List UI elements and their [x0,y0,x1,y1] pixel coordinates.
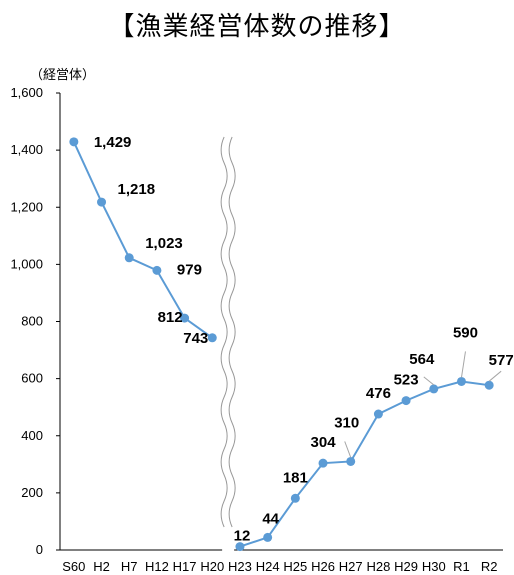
data-point [69,137,79,147]
x-tick-label: H25 [283,559,307,574]
axis-break [220,136,236,552]
series-line [239,380,490,548]
data-point [97,197,107,207]
data-point [180,313,190,323]
data-point [373,409,383,419]
x-tick-label: H12 [145,559,169,574]
x-tick-label: H28 [366,559,390,574]
data-label: 1,023 [145,235,183,252]
x-tick-label: H27 [339,559,363,574]
data-label: 979 [177,261,202,278]
data-point [346,456,356,466]
y-tick-label: 200 [21,485,43,500]
data-point [235,542,245,552]
axes [56,92,503,551]
data-point [456,376,466,386]
chart-title: 【漁業経営体数の推移】 [108,12,406,42]
x-tick-label: H20 [200,559,224,574]
data-point [152,265,162,275]
series-line [72,141,213,339]
data-point [484,380,494,390]
x-tick-label: H26 [311,559,335,574]
data-label: 743 [183,330,208,347]
data-label: 564 [409,351,435,368]
data-label: 304 [311,434,337,451]
tick-labels: 0 200 400 600 800 1,000 1,200 1,400 1,600 S60 H2 H7… [10,85,497,574]
x-tick-label: H17 [173,559,197,574]
data-point [429,384,439,394]
data-point [318,458,328,468]
x-tick-label: H7 [121,559,138,574]
x-tick-label: R2 [481,559,498,574]
y-tick-label: 800 [21,314,43,329]
y-tick-label: 1,400 [10,142,43,157]
x-tick-label: H24 [256,559,280,574]
x-tick-label: R1 [453,559,470,574]
y-tick-label: 400 [21,428,43,443]
series [69,137,494,552]
leader-line [488,370,502,382]
data-point [207,333,217,343]
data-label: 812 [158,309,183,326]
data-point [401,396,411,406]
y-tick-label: 0 [36,542,43,557]
data-label: 310 [334,414,359,431]
data-point [263,532,273,542]
data-label: 181 [283,469,308,486]
axis-break-line [228,136,236,528]
leader-line [344,441,352,458]
axis-break-band [222,137,235,552]
x-tick-label: H2 [93,559,110,574]
data-label: 44 [262,510,279,527]
data-label: 590 [453,324,478,341]
leader-line [423,376,435,386]
y-tick-label: 600 [21,371,43,386]
x-tick-label: H30 [422,559,446,574]
data-label: 577 [489,352,514,369]
y-tick-label: 1,600 [10,85,43,100]
axis-break-line [220,136,228,528]
data-label: 476 [366,385,391,402]
x-tick-label: H29 [394,559,418,574]
y-unit-label: （経営体） [30,68,96,83]
data-label: 1,218 [118,181,156,198]
y-tick-label: 1,200 [10,199,43,214]
data-label: 1,429 [94,134,132,151]
data-point [124,253,134,263]
data-point [290,493,300,503]
x-tick-label: S60 [62,559,85,574]
y-tick-label: 1,000 [10,256,43,271]
leader-line [460,351,466,378]
data-label: 523 [394,372,419,389]
x-tick-label: H23 [228,559,252,574]
data-label: 12 [234,528,251,545]
